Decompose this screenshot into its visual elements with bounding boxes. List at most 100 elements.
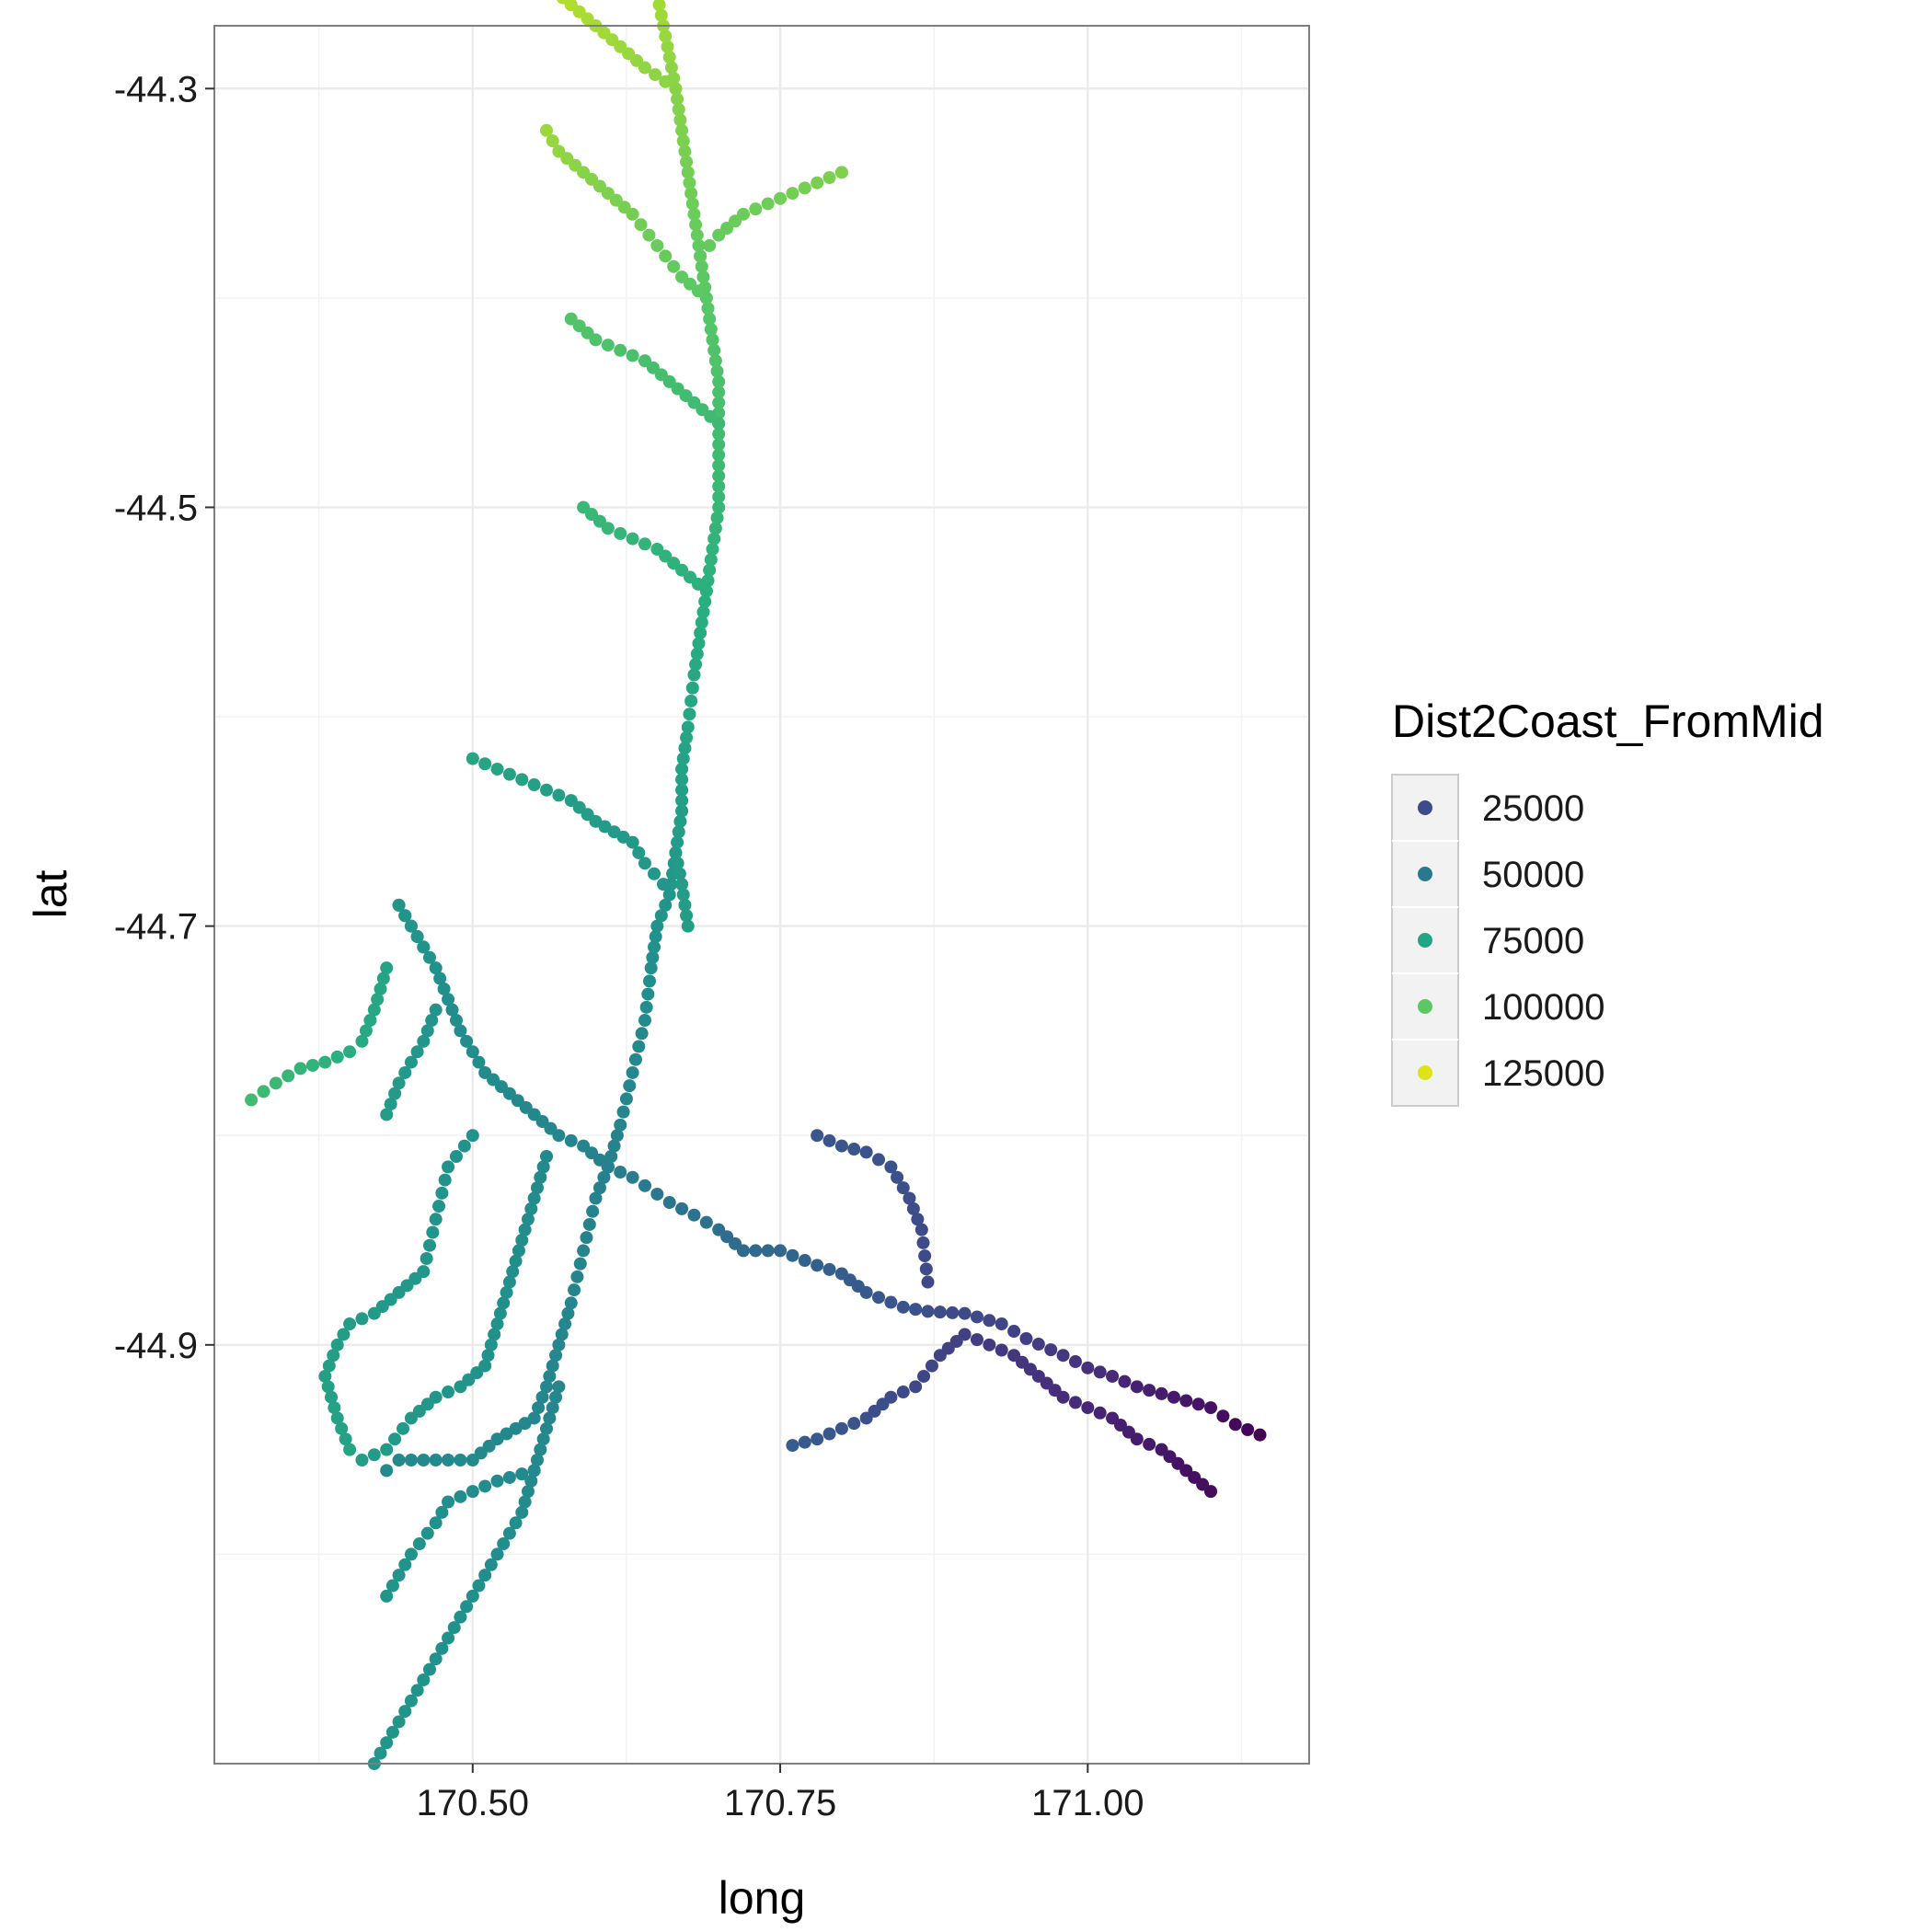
data-point	[478, 757, 492, 771]
data-point	[641, 987, 655, 1001]
y-axis-title: lat	[25, 869, 76, 918]
data-point	[672, 825, 685, 839]
data-point	[662, 888, 676, 902]
data-point	[597, 1170, 611, 1184]
data-point	[706, 542, 719, 556]
data-point	[380, 1589, 394, 1603]
data-point	[502, 1470, 516, 1484]
data-point	[626, 532, 639, 546]
data-point	[712, 448, 726, 462]
data-point	[1241, 1422, 1255, 1436]
data-point	[891, 1170, 904, 1184]
data-point	[634, 218, 648, 232]
data-point	[650, 238, 664, 252]
data-point	[420, 1024, 434, 1038]
data-point	[614, 343, 627, 357]
data-point	[568, 1283, 581, 1297]
legend: Dist2Coast_FromMid 25000 50000 75000 100000…	[1391, 696, 1824, 1107]
data-point	[708, 354, 722, 368]
data-point	[564, 1296, 578, 1310]
data-point	[371, 993, 385, 1006]
data-point	[404, 1411, 418, 1425]
data-point	[442, 1495, 455, 1509]
x-tick-label: 171.00	[1031, 1783, 1144, 1823]
data-point	[355, 1034, 369, 1048]
data-point	[380, 961, 394, 975]
data-point	[460, 1600, 474, 1614]
data-point	[577, 500, 591, 514]
legend-key-label: 25000	[1482, 788, 1584, 829]
data-point	[1031, 1338, 1045, 1351]
data-point	[502, 767, 516, 781]
data-point	[404, 1694, 418, 1708]
data-point	[328, 1401, 341, 1415]
data-point	[335, 1421, 349, 1435]
data-point	[540, 1421, 554, 1435]
data-point	[847, 1143, 861, 1156]
data-point	[367, 1306, 381, 1320]
data-point	[687, 1208, 701, 1222]
data-point	[834, 1421, 848, 1435]
data-point	[466, 752, 479, 765]
data-point	[749, 202, 763, 216]
data-point	[355, 1312, 369, 1326]
data-point	[521, 1485, 535, 1499]
data-point	[680, 155, 694, 168]
data-point	[438, 1173, 452, 1187]
data-point	[582, 1217, 596, 1231]
data-point	[921, 1275, 935, 1289]
data-point	[712, 1223, 726, 1236]
data-point	[698, 594, 712, 608]
data-point	[343, 1045, 357, 1059]
data-point	[678, 742, 692, 755]
data-point	[1228, 1418, 1242, 1432]
data-point	[1191, 1397, 1205, 1411]
data-point	[859, 1411, 873, 1425]
data-point	[534, 1443, 547, 1456]
legend-key-label: 125000	[1482, 1053, 1604, 1094]
data-point	[449, 1149, 463, 1163]
data-point	[811, 1129, 824, 1143]
data-point	[916, 1236, 930, 1249]
legend-key-swatch	[1418, 800, 1432, 815]
data-point	[872, 1291, 886, 1305]
plot-border	[213, 25, 1310, 1765]
data-point	[1216, 1409, 1230, 1423]
data-point	[420, 1526, 434, 1540]
data-point	[515, 1467, 529, 1481]
data-point	[1093, 1365, 1107, 1379]
data-point	[925, 1359, 938, 1373]
data-point	[327, 1349, 340, 1363]
data-point	[659, 249, 673, 263]
data-point	[454, 1024, 467, 1038]
legend-key-swatch	[1418, 999, 1432, 1014]
data-point	[524, 1474, 538, 1488]
data-point	[322, 1359, 336, 1373]
data-point	[646, 950, 660, 964]
data-point	[681, 166, 695, 179]
data-point	[449, 1014, 463, 1028]
data-point	[460, 1034, 474, 1048]
data-point	[564, 794, 578, 808]
data-point	[380, 1464, 394, 1478]
data-point	[363, 1014, 377, 1028]
data-point	[422, 950, 436, 964]
data-point	[454, 1489, 467, 1503]
data-point	[1143, 1437, 1156, 1451]
y-tick-label: -44.7	[114, 907, 198, 948]
data-point	[380, 1108, 394, 1121]
data-point	[535, 1390, 549, 1404]
data-point	[675, 762, 689, 776]
data-point	[671, 835, 684, 849]
data-point	[654, 909, 668, 923]
data-point	[404, 1055, 418, 1069]
data-points	[245, 0, 1267, 1770]
data-point	[678, 898, 692, 912]
data-point	[712, 374, 726, 388]
data-point	[654, 8, 668, 22]
data-point	[558, 1317, 572, 1331]
data-point	[995, 1317, 1008, 1331]
data-point	[435, 1186, 449, 1200]
data-point	[669, 845, 683, 859]
data-point	[555, 1328, 569, 1341]
